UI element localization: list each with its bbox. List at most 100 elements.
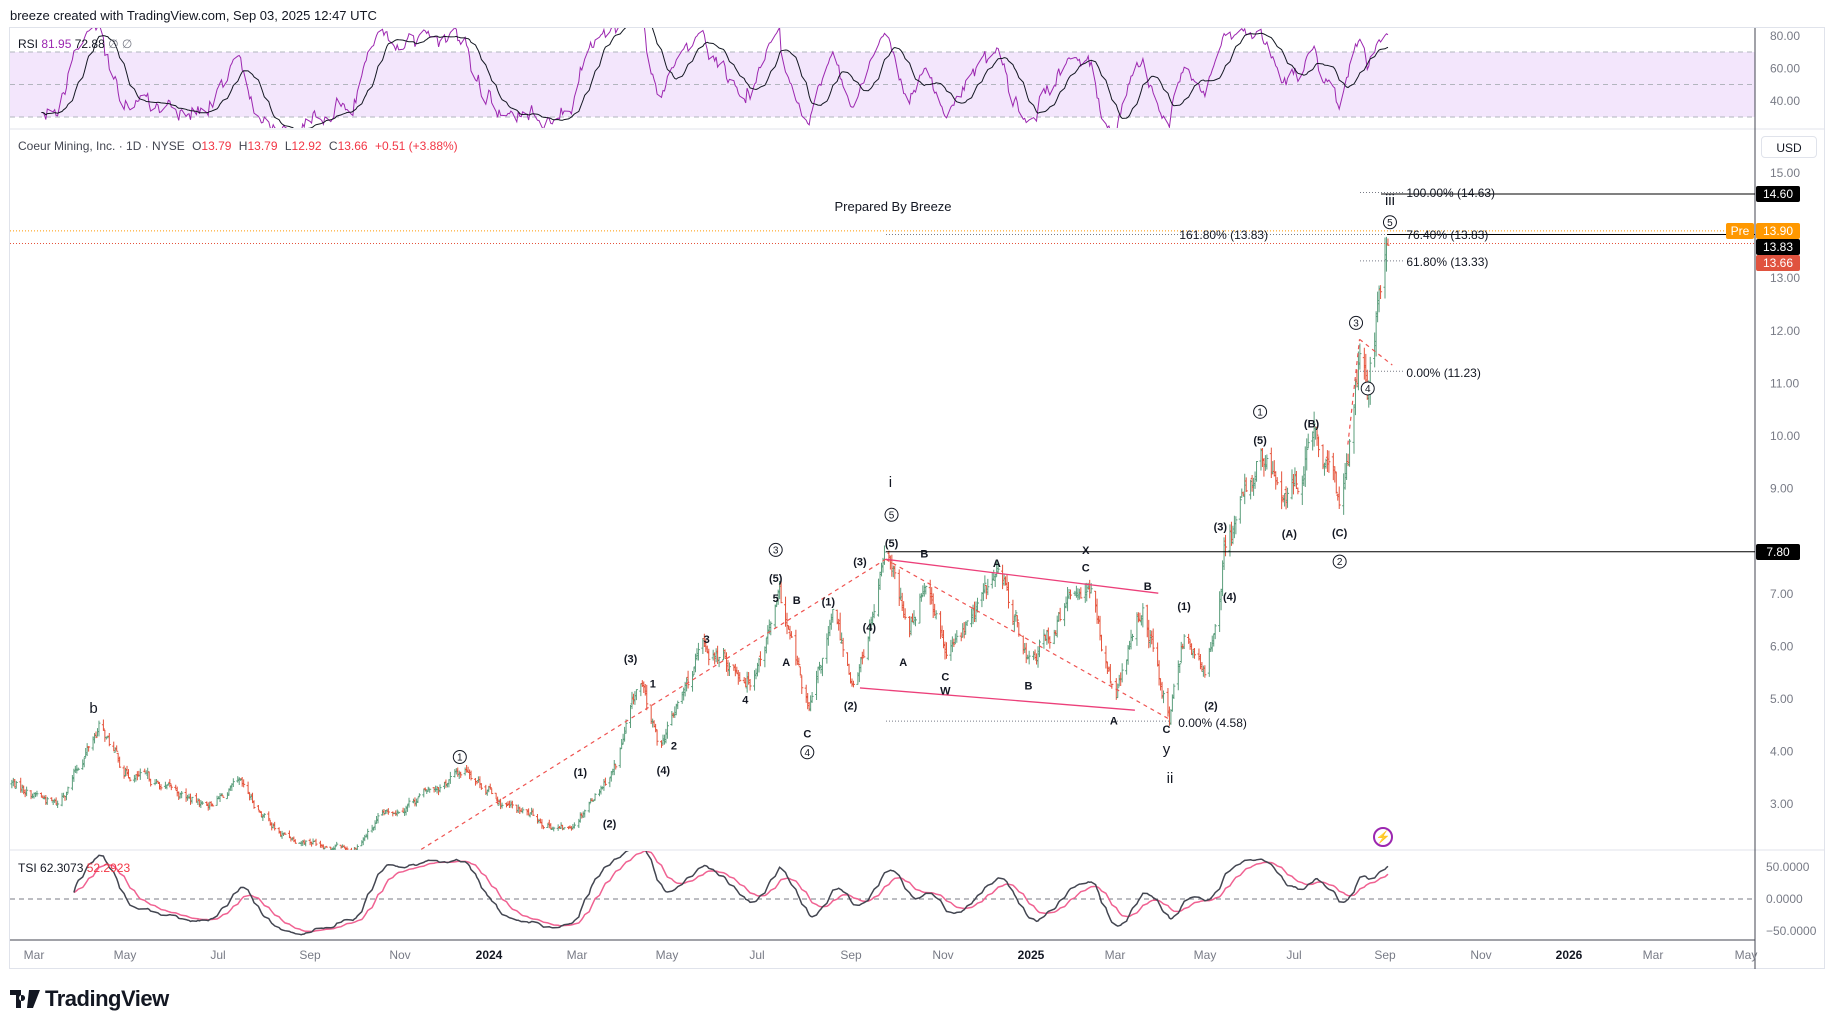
rsi-extra2: ∅ bbox=[121, 37, 133, 51]
price-bar bbox=[1207, 647, 1211, 677]
tsi-signal-value: 52.2923 bbox=[86, 861, 131, 875]
price-bar bbox=[1182, 634, 1186, 649]
price-bar bbox=[510, 800, 514, 809]
price-bar bbox=[221, 794, 225, 798]
price-bar bbox=[1305, 438, 1309, 471]
rsi-legend[interactable]: RSI 81.95 72.88 ∅ ∅ bbox=[18, 37, 132, 51]
price-bar bbox=[1162, 690, 1166, 704]
price-bar bbox=[242, 779, 246, 788]
wave-label: 2 bbox=[1337, 557, 1343, 568]
price-bar bbox=[592, 799, 596, 802]
price-bar bbox=[115, 745, 119, 752]
price-bar bbox=[56, 800, 60, 808]
wave-label: (A) bbox=[1282, 529, 1298, 541]
rsi-tick-label: 40.00 bbox=[1770, 94, 1800, 108]
price-bar bbox=[1014, 609, 1018, 622]
price-bar bbox=[479, 783, 483, 790]
price-bar bbox=[707, 648, 711, 666]
price-bar bbox=[996, 561, 1000, 574]
price-bar bbox=[820, 657, 824, 677]
wave-label: (3) bbox=[624, 654, 638, 666]
time-tick-label: Sep bbox=[1374, 948, 1396, 962]
tsi-tick-label: −50.0000 bbox=[1766, 924, 1817, 938]
wave-label: 3 bbox=[773, 545, 779, 556]
price-bar bbox=[66, 786, 70, 794]
price-bar bbox=[1294, 470, 1298, 490]
price-bar bbox=[717, 656, 721, 668]
price-bar bbox=[1234, 516, 1238, 535]
rsi-ma-value: 72.88 bbox=[74, 37, 105, 51]
price-bar bbox=[552, 826, 556, 832]
price-bar bbox=[1048, 636, 1052, 649]
price-bar bbox=[1213, 623, 1217, 640]
price-bar bbox=[438, 784, 442, 793]
wave-label: ii bbox=[1167, 770, 1174, 787]
price-bar bbox=[1100, 634, 1104, 652]
fib-label: 0.00% (11.23) bbox=[1406, 366, 1481, 380]
time-tick-label: 2024 bbox=[476, 948, 503, 962]
price-bar bbox=[665, 721, 669, 739]
price-bar bbox=[993, 573, 997, 588]
price-bar bbox=[831, 608, 835, 623]
price-bar bbox=[583, 809, 587, 818]
price-bar bbox=[1358, 343, 1362, 370]
pane-separators bbox=[10, 28, 1825, 969]
price-bar bbox=[773, 604, 777, 628]
price-bar bbox=[913, 616, 917, 627]
wave-label: 4 bbox=[1365, 384, 1371, 395]
price-bar bbox=[983, 575, 987, 594]
tsi-tick-label: 50.0000 bbox=[1766, 860, 1810, 874]
note-text: Prepared By Breeze bbox=[834, 199, 952, 214]
price-bar bbox=[612, 760, 616, 776]
wave-label: B bbox=[1024, 681, 1032, 693]
price-bar bbox=[769, 621, 773, 636]
fib-label: 76.40% (13.83) bbox=[1406, 228, 1488, 242]
price-bar bbox=[87, 746, 91, 752]
time-tick-label: Nov bbox=[389, 948, 410, 962]
wave-label: 4 bbox=[805, 748, 811, 759]
time-tick-label: 2026 bbox=[1556, 948, 1583, 962]
price-bar bbox=[287, 830, 291, 838]
change-value: +0.51 (+3.88%) bbox=[374, 139, 458, 153]
currency-button[interactable]: USD bbox=[1761, 136, 1817, 158]
price-tick-label: 11.00 bbox=[1770, 376, 1799, 390]
fib-label: 61.80% (13.33) bbox=[1406, 255, 1488, 269]
tradingview-logo[interactable]: TradingView bbox=[10, 986, 169, 1012]
price-bar bbox=[593, 793, 597, 801]
wave-circle bbox=[1360, 381, 1375, 396]
time-tick-label: Mar bbox=[567, 948, 588, 962]
price-bar bbox=[1286, 487, 1290, 508]
wave-label: b bbox=[89, 700, 97, 717]
price-bar bbox=[1015, 614, 1019, 628]
wave-circle bbox=[768, 542, 783, 557]
wave-label: C bbox=[941, 671, 949, 683]
lightning-icon[interactable]: ⚡ bbox=[1373, 827, 1393, 847]
wave-label: (3) bbox=[1214, 522, 1228, 534]
price-bar bbox=[252, 800, 256, 809]
wave-label: (4) bbox=[863, 622, 877, 634]
axes: 15.0013.0012.0011.0010.009.007.006.005.0… bbox=[24, 29, 1817, 962]
wave-label: (5) bbox=[885, 538, 899, 550]
price-bar bbox=[304, 840, 308, 847]
price-bar bbox=[965, 620, 969, 626]
high-label: H bbox=[238, 139, 248, 153]
time-tick-label: May bbox=[656, 948, 679, 962]
fib-label: 0.00% (4.58) bbox=[1178, 716, 1247, 730]
price-tick-label: 12.00 bbox=[1770, 324, 1800, 338]
wave-label: B bbox=[793, 595, 801, 607]
price-bar bbox=[893, 565, 897, 580]
price-bar bbox=[748, 679, 752, 691]
price-bar bbox=[1085, 582, 1089, 602]
tsi-legend[interactable]: TSI 62.3073 52.2923 bbox=[18, 861, 130, 875]
price-bar bbox=[180, 790, 184, 799]
price-bar bbox=[231, 778, 235, 787]
tsi-label: TSI bbox=[18, 861, 37, 875]
annotations: b 1 (1) (2) (3) 1 2 (4) 3 4 (5) 3 5 B A C 4 (1) (4) (2) (3) (… bbox=[89, 186, 1495, 831]
pre-market-tag: Pre bbox=[1726, 222, 1754, 239]
price-bar bbox=[246, 781, 250, 795]
price-badge: 14.60 bbox=[1756, 186, 1800, 203]
trend-dashed-line bbox=[420, 558, 887, 850]
price-bar bbox=[1120, 663, 1124, 683]
main-legend[interactable]: Coeur Mining, Inc. · 1D · NYSE O13.79 H1… bbox=[18, 139, 458, 153]
